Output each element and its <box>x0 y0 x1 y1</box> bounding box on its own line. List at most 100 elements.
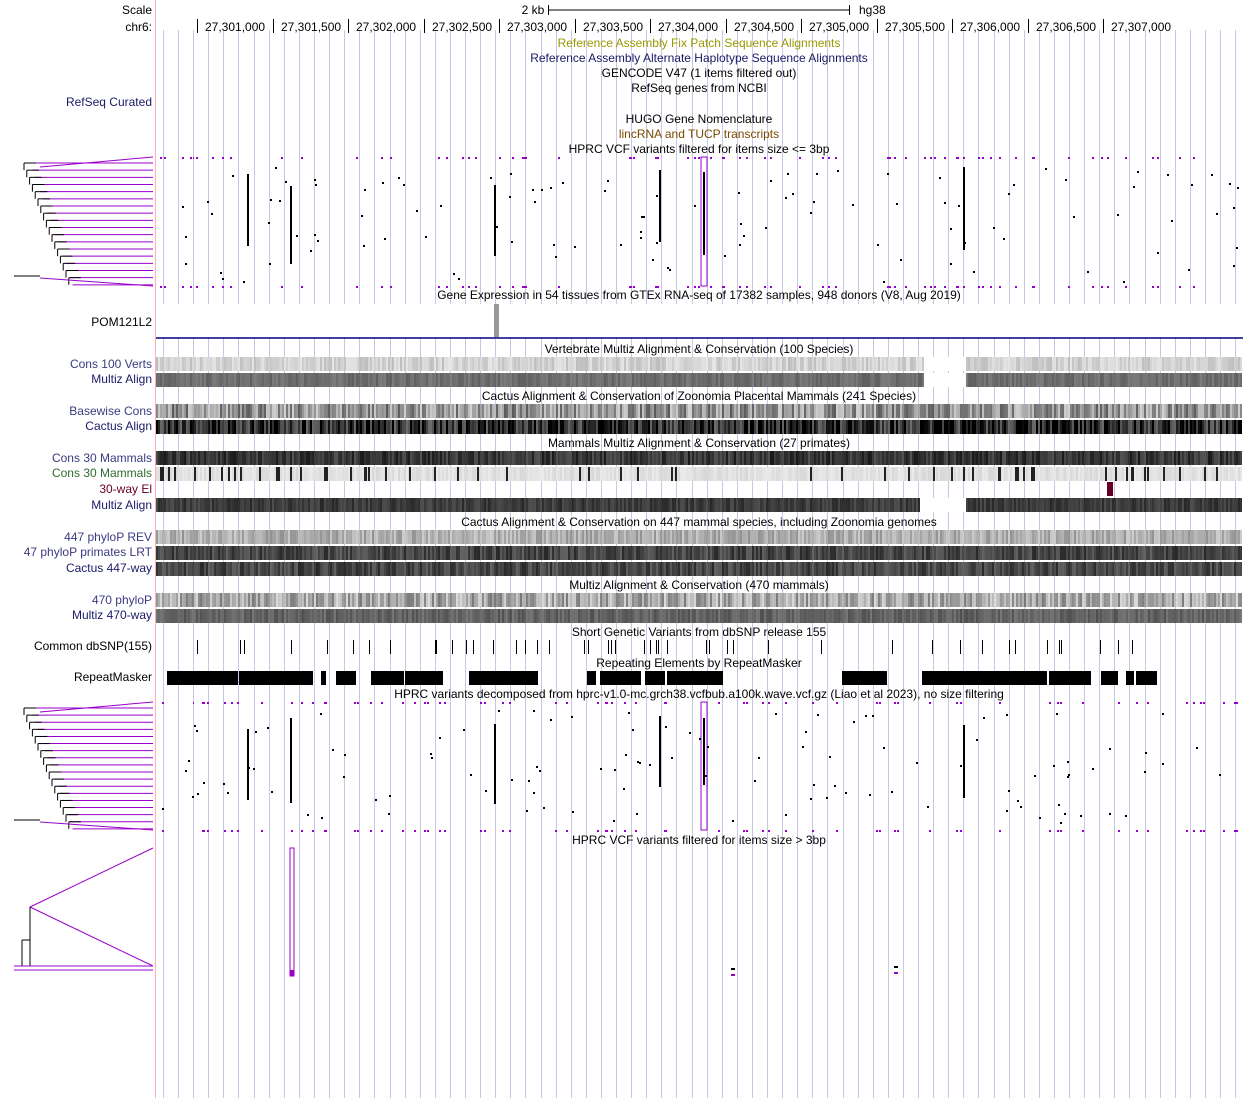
cons30-wiggle-b <box>1080 467 1082 481</box>
multiz-align-density <box>404 373 406 387</box>
phylop47-wiggle <box>200 546 202 560</box>
cons100-wiggle <box>754 357 756 371</box>
basewise-cons-wiggle <box>542 404 544 418</box>
cons30-wiggle-a <box>832 451 834 465</box>
basewise-cons-wiggle <box>886 404 888 418</box>
basewise-cons-wiggle <box>810 404 812 418</box>
cactus-align-density <box>964 420 966 434</box>
cons100-wiggle <box>612 357 614 371</box>
cons30-wiggle-a <box>610 451 612 465</box>
phylop47-wiggle <box>866 546 868 560</box>
basewise-cons-wiggle <box>790 404 792 418</box>
phylop447-wiggle <box>1058 530 1060 544</box>
phylop447-wiggle <box>292 530 294 544</box>
cactus-align-density <box>1130 420 1132 434</box>
multiz-align-density <box>1012 373 1014 387</box>
cons30-wiggle-a <box>1174 451 1176 465</box>
multiz-align-density <box>232 373 234 387</box>
multiz-align-density <box>372 373 374 387</box>
phylop447-wiggle <box>526 530 528 544</box>
multiz-align-density-2 <box>1182 498 1184 512</box>
phylop447-wiggle <box>1108 530 1110 544</box>
cons30-wiggle-a <box>934 451 936 465</box>
cons30-wiggle-a <box>506 451 508 465</box>
phylop447-wiggle <box>996 530 998 544</box>
cons30-wiggle-a <box>514 451 516 465</box>
multiz-align-density-2 <box>262 498 264 512</box>
cons100-wiggle <box>1018 357 1020 371</box>
cons30-wiggle-b <box>1046 467 1048 481</box>
cons30-wiggle-a <box>398 451 400 465</box>
cactus-align-density <box>1226 420 1228 434</box>
multiz-align-density-2 <box>1176 498 1178 512</box>
multiz-align-density <box>934 373 936 387</box>
phylop447-wiggle <box>448 530 450 544</box>
phylop447-wiggle <box>464 530 466 544</box>
cactus-align-density <box>526 420 528 434</box>
cons30-wiggle-a <box>390 451 392 465</box>
phylop47-wiggle <box>750 546 752 560</box>
multiz-align-density <box>686 373 688 387</box>
multiz-align-density-2 <box>290 498 292 512</box>
basewise-cons-wiggle <box>744 404 746 418</box>
cactus-align-density <box>854 420 856 434</box>
phylop47-wiggle <box>336 546 338 560</box>
phylop47-wiggle <box>1084 546 1086 560</box>
cons30-wiggle-b <box>864 467 866 481</box>
cons100-wiggle <box>732 357 734 371</box>
cons100-wiggle <box>236 357 238 371</box>
phylop47-wiggle <box>414 546 416 560</box>
phylop47-wiggle <box>964 546 966 560</box>
cons30-wiggle-a <box>606 451 608 465</box>
cons30-wiggle-b <box>502 467 504 481</box>
multiz-align-density-2 <box>268 498 270 512</box>
basewise-cons-wiggle <box>1188 404 1190 418</box>
phylop47-wiggle <box>804 546 806 560</box>
basewise-cons-wiggle <box>392 404 394 418</box>
phylop47-wiggle <box>740 546 742 560</box>
cactus-align-density <box>340 420 342 434</box>
multiz-align-density-2 <box>1122 498 1124 512</box>
cactus-align-density <box>326 420 328 434</box>
cactus-align-density <box>910 420 912 434</box>
basewise-cons-wiggle <box>408 404 410 418</box>
cactus-align-density <box>750 420 752 434</box>
cons30-wiggle-a <box>340 451 342 465</box>
cons30-wiggle-b <box>740 467 742 481</box>
cons100-wiggle <box>328 357 330 371</box>
cactus-align-density <box>1208 420 1210 434</box>
basewise-cons-wiggle <box>202 404 204 418</box>
multiz-align-density-2 <box>1142 498 1144 512</box>
phylop447-wiggle <box>850 530 852 544</box>
multiz-align-density-2 <box>624 498 626 512</box>
multiz-align-density <box>770 373 772 387</box>
cactus-align-density <box>1034 420 1036 434</box>
cons100-wiggle <box>1152 357 1154 371</box>
multiz-align-density-2 <box>1072 498 1074 512</box>
multiz-align-density-2 <box>842 498 844 512</box>
cactus-align-density <box>810 420 812 434</box>
multiz-align-density <box>242 373 244 387</box>
multiz-align-density-2 <box>1044 498 1046 512</box>
cons30-peak <box>221 467 223 481</box>
cactus-align-density <box>602 420 604 434</box>
basewise-cons-wiggle <box>1206 404 1208 418</box>
cons100-wiggle <box>868 357 870 371</box>
phylop47-wiggle <box>608 546 610 560</box>
multiz-align-density-2 <box>938 498 940 512</box>
cons30-wiggle-a <box>1020 451 1022 465</box>
phylop447-wiggle <box>990 530 992 544</box>
cactus-align-density <box>1080 420 1082 434</box>
phylop447-wiggle <box>870 530 872 544</box>
cactus-align-density <box>546 420 548 434</box>
cactus-align-density <box>768 420 770 434</box>
cons100-wiggle <box>538 357 540 371</box>
phylop447-wiggle <box>274 530 276 544</box>
multiz-align-density <box>946 373 948 387</box>
cactus-align-density <box>674 420 676 434</box>
phylop447-wiggle <box>678 530 680 544</box>
cons100-wiggle <box>168 357 170 371</box>
cons100-wiggle <box>344 357 346 371</box>
cons30-wiggle-b <box>822 467 824 481</box>
